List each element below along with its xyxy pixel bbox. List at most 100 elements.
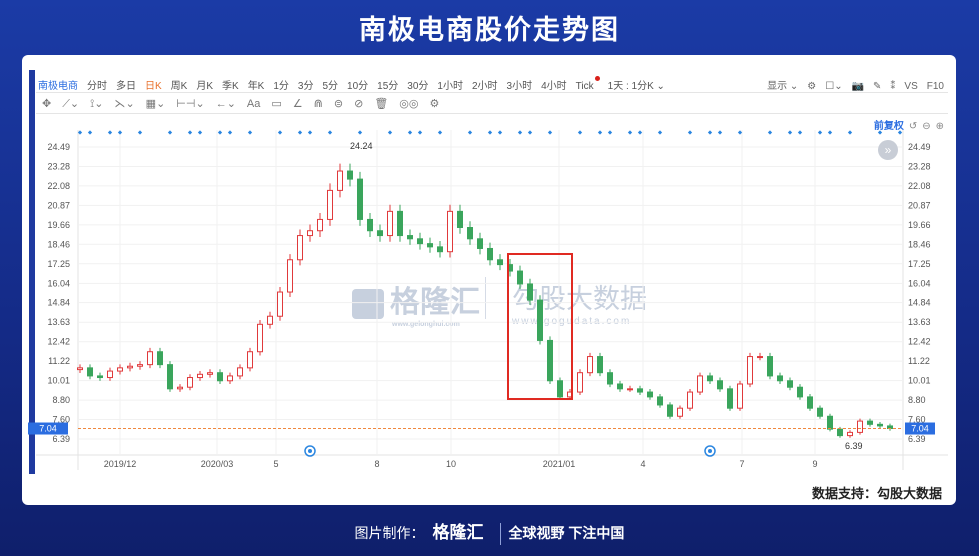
event-diamond (737, 130, 743, 135)
y-tick-label-right: 12.42 (908, 337, 931, 347)
tab-period-7[interactable]: 1分 (273, 81, 289, 92)
drawing-tool-icon[interactable]: ▦⌄ (145, 98, 166, 110)
event-diamond (437, 130, 443, 135)
x-tick-label: 5 (273, 459, 278, 469)
candle-body (187, 377, 193, 388)
event-diamond (517, 130, 523, 135)
y-tick-label-left: 13.63 (47, 317, 70, 327)
drawing-tool-icon[interactable]: ◎◎ (399, 98, 419, 110)
zoom-in-icon[interactable]: ⊕ (935, 121, 944, 132)
drawing-tool-icon[interactable]: ∠ (292, 98, 303, 110)
drawing-tool-icon[interactable]: ⚙ (429, 98, 440, 110)
candle-body (427, 243, 433, 248)
candle-body (847, 431, 853, 437)
tab-period-0[interactable]: 分时 (87, 81, 107, 92)
candle-body (467, 227, 473, 240)
toolbar-right-button[interactable]: 📷 (851, 81, 865, 92)
page-title: 南极电商股价走势图 (359, 15, 620, 45)
drawing-tool-icon[interactable]: ⋒ (313, 98, 323, 110)
drawing-tool-icon[interactable]: ⊢⊣⌄ (176, 98, 205, 110)
drawing-tool-icon[interactable]: ⋋⌄ (114, 98, 135, 110)
tab-period-4[interactable]: 月K (196, 81, 214, 92)
toolbar-right-button[interactable]: VS (904, 81, 918, 92)
toolbar-right-button[interactable]: ✎ (873, 81, 882, 92)
candle-body (757, 356, 763, 359)
candle-body (437, 246, 443, 253)
tab-period-16[interactable]: 4小时 (541, 81, 567, 92)
event-diamond (107, 130, 113, 135)
event-diamond (307, 130, 313, 135)
drawing-tool-icon[interactable]: ⊘ (354, 98, 364, 110)
candle-body (677, 407, 683, 417)
tab-period-1[interactable]: 多日 (116, 81, 136, 92)
candle-body (637, 388, 643, 393)
candle-body (297, 235, 303, 261)
y-tick-label-right: 16.04 (908, 278, 931, 288)
drawing-tool-icon[interactable]: ⟟⌄ (90, 98, 104, 110)
zoom-out-icon[interactable]: ⊖ (922, 121, 931, 132)
tab-period-12[interactable]: 30分 (407, 81, 429, 92)
event-diamond (297, 130, 303, 135)
candle-body (597, 356, 603, 374)
tab-period-2[interactable]: 日K (145, 81, 162, 92)
tab-period-15[interactable]: 3小时 (506, 81, 533, 92)
toolbar-right-button[interactable]: 显示 ⌄ (767, 81, 799, 92)
tab-period-6[interactable]: 年K (247, 81, 265, 92)
candle-body (327, 189, 333, 220)
expand-icon[interactable]: » (878, 140, 898, 160)
drawing-tool-icon[interactable]: 🗑 (374, 98, 389, 110)
y-tick-label-left: 10.01 (47, 376, 70, 386)
candle-body (477, 238, 483, 249)
stock-name[interactable]: 南极电商 (38, 81, 78, 92)
y-tick-label-right: 18.46 (908, 239, 931, 249)
drawing-tool-icon[interactable]: Aa (246, 98, 261, 110)
event-diamond (607, 130, 613, 135)
candle-body (337, 170, 343, 191)
drawing-tool-icon[interactable]: ✥ (42, 98, 52, 110)
candle-body (367, 218, 373, 232)
tab-period-13[interactable]: 1小时 (437, 81, 463, 92)
event-diamond (717, 130, 723, 135)
candle-body (877, 423, 883, 427)
candle-body (167, 364, 173, 390)
tab-period-14[interactable]: 2小时 (471, 81, 498, 92)
event-diamond (527, 130, 533, 135)
candle-body (557, 380, 563, 398)
tab-period-10[interactable]: 10分 (347, 81, 369, 92)
candle-body (667, 404, 673, 417)
candle-body (387, 210, 393, 237)
candle-body (347, 170, 353, 180)
tab-period-3[interactable]: 周K (170, 81, 188, 92)
event-diamond (217, 130, 223, 135)
drawing-tool-icon[interactable]: ▭ (271, 98, 282, 110)
tab-period-17[interactable]: Tick (575, 81, 594, 92)
candle-body (797, 386, 803, 398)
range-select[interactable]: 1天 : 1分K ⌄ (607, 81, 665, 92)
toolbar-right-button[interactable]: ⚙ (807, 81, 817, 92)
candlestick-chart[interactable]: 24.49 24.49 23.28 23.28 22.08 22.08 20.87 20.87… (22, 55, 956, 505)
tab-period-8[interactable]: 3分 (297, 81, 314, 92)
candle-body (147, 351, 153, 366)
y-tick-label-left: 12.42 (47, 337, 70, 347)
drawing-toolbar: ✥ ⟋⌄ ⟟⌄ ⋋⌄ ▦⌄ ⊢⊣⌄ ←⌄ Aa ▭ ∠ ⋒ ⊜ ⊘ 🗑 ◎◎ ⚙ (42, 97, 450, 111)
undo-icon[interactable]: ↺ (908, 121, 918, 132)
toolbar-right-button[interactable]: ⁑ (890, 81, 896, 92)
toolbar-right-button[interactable]: F10 (926, 81, 944, 92)
adjust-button[interactable]: 前复权 (873, 121, 904, 132)
drawing-tool-icon[interactable]: ⟋⌄ (62, 98, 80, 110)
candle-body (617, 383, 623, 390)
candle-body (647, 391, 653, 398)
tab-period-5[interactable]: 季K (222, 81, 239, 92)
drawing-tool-icon[interactable]: ←⌄ (215, 98, 236, 110)
drawing-tool-icon[interactable]: ⊜ (333, 98, 344, 110)
x-tick-label: 9 (812, 459, 817, 469)
tab-period-9[interactable]: 5分 (322, 81, 339, 92)
tab-period-11[interactable]: 15分 (377, 81, 399, 92)
toolbar-right-button[interactable]: ☐⌄ (825, 81, 843, 92)
current-price-label: 7.04 (911, 424, 929, 434)
event-diamond (497, 130, 503, 135)
candle-body (87, 367, 93, 377)
candle-body (697, 375, 703, 393)
candle-body (717, 380, 723, 390)
y-tick-label-right: 24.49 (908, 142, 931, 152)
